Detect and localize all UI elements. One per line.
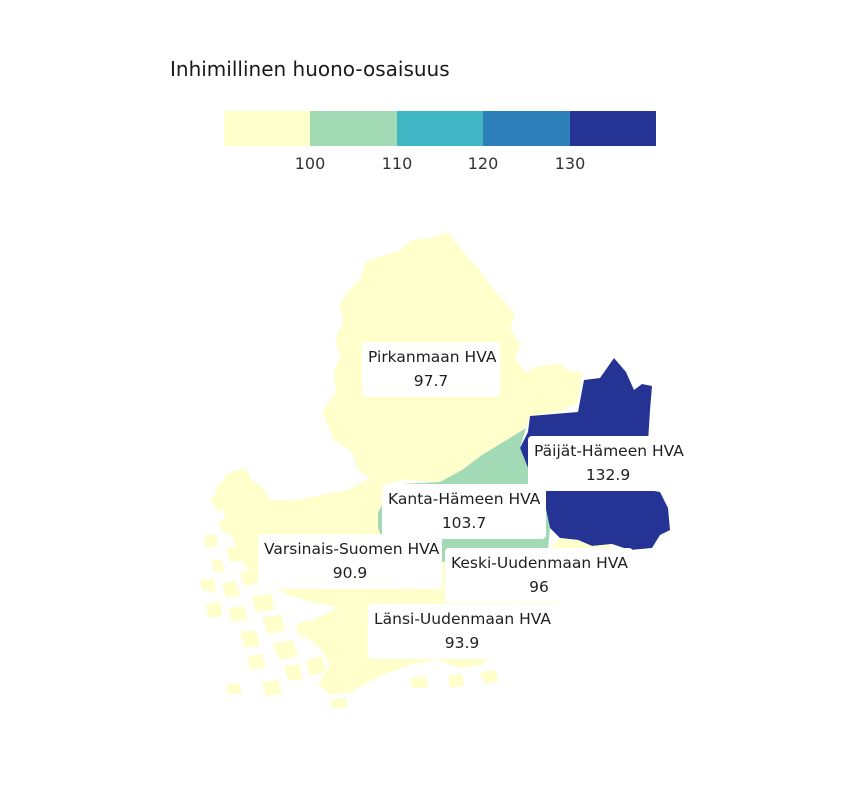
legend-swatch-5 (569, 111, 657, 146)
legend-color-bar (224, 111, 657, 146)
region-name: Päijät-Hämeen HVA (534, 442, 684, 460)
region-label-varsinais-suomi: Varsinais-Suomen HVA 90.9 (258, 534, 442, 589)
legend-swatch-1 (224, 111, 311, 146)
region-value: 97.7 (413, 372, 449, 390)
region-name: Kanta-Hämeen HVA (388, 490, 541, 508)
region-value: 96 (529, 578, 549, 596)
region-value: 93.9 (444, 634, 480, 652)
legend-tick-label: 130 (554, 154, 586, 173)
legend-title: Inhimillinen huono-osaisuus (170, 57, 450, 81)
legend-tick-label: 100 (294, 154, 326, 173)
region-name: Pirkanmaan HVA (368, 348, 497, 366)
region-value: 132.9 (585, 466, 631, 484)
legend-swatch-3 (396, 111, 484, 146)
region-value: 103.7 (441, 514, 487, 532)
archipelago-islands (200, 492, 498, 708)
legend-swatch-2 (310, 111, 397, 146)
region-label-lansi-uusimaa: Länsi-Uudenmaan HVA 93.9 (368, 604, 556, 659)
legend-tick-label: 120 (467, 154, 499, 173)
legend-swatch-4 (483, 111, 570, 146)
legend-tick-label: 110 (381, 154, 413, 173)
region-label-kanta-hame: Kanta-Hämeen HVA 103.7 (382, 484, 546, 539)
region-label-pirkanmaa: Pirkanmaan HVA 97.7 (362, 342, 500, 397)
region-name: Länsi-Uudenmaan HVA (374, 610, 552, 628)
region-name: Keski-Uudenmaan HVA (451, 554, 628, 572)
region-label-paijat-hame: Päijät-Hämeen HVA 132.9 (528, 436, 688, 491)
region-value: 90.9 (332, 564, 368, 582)
region-name: Varsinais-Suomen HVA (264, 540, 440, 558)
region-label-keski-uusimaa: Keski-Uudenmaan HVA 96 (445, 548, 633, 603)
